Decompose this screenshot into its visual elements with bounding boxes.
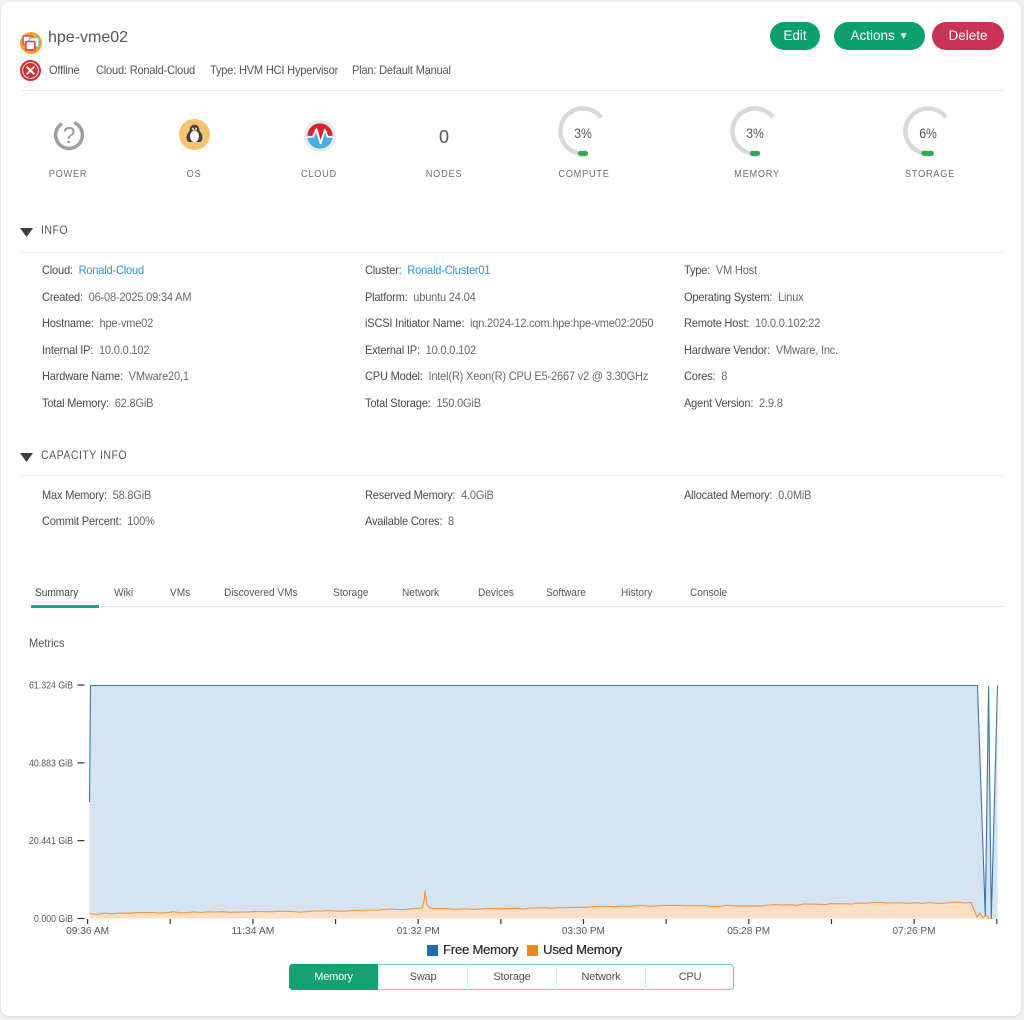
svg-text:09:36 AM: 09:36 AM xyxy=(66,925,109,937)
svg-text:03:30 PM: 03:30 PM xyxy=(562,925,605,937)
svg-text:05:28 PM: 05:28 PM xyxy=(727,925,770,937)
svg-text:40.883 GiB: 40.883 GiB xyxy=(29,757,73,769)
svg-text:11:34 AM: 11:34 AM xyxy=(231,925,274,937)
svg-text:?: ? xyxy=(63,122,76,148)
svg-text:20.441 GiB: 20.441 GiB xyxy=(29,835,73,847)
svg-text:0.000 GiB: 0.000 GiB xyxy=(34,913,73,925)
svg-text:07:26 PM: 07:26 PM xyxy=(893,925,936,937)
svg-text:61.324 GiB: 61.324 GiB xyxy=(29,680,73,692)
svg-text:01:32 PM: 01:32 PM xyxy=(397,925,440,937)
